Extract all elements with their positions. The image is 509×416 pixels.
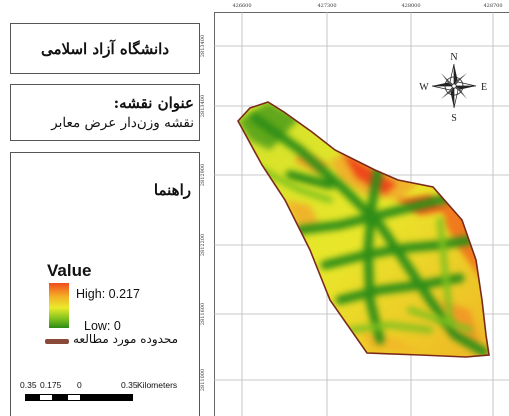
south-label: S bbox=[451, 113, 457, 124]
compass-rose-icon: N S W E bbox=[419, 52, 487, 124]
weighted-width-raster bbox=[230, 95, 495, 365]
west-label: W bbox=[419, 82, 429, 93]
east-label: E bbox=[481, 82, 487, 93]
north-label: N bbox=[450, 52, 457, 63]
